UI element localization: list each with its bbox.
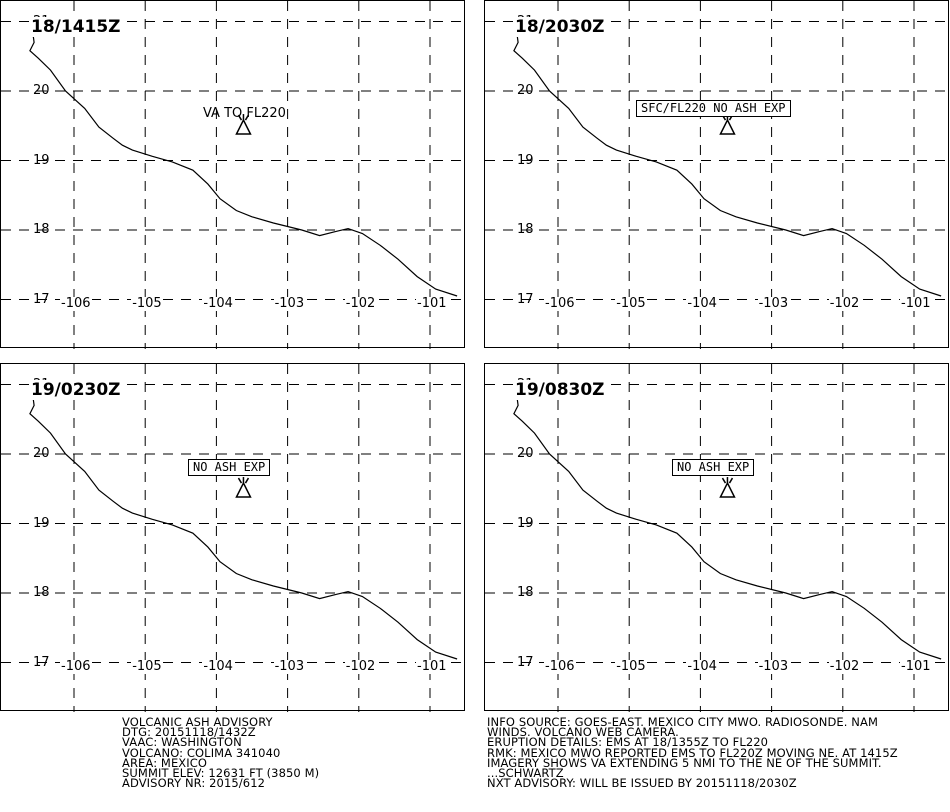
latitude-label: 18	[517, 222, 534, 237]
map-canvas	[1, 364, 466, 712]
latitude-label: 19	[33, 515, 50, 531]
panel-4: 2120191817-106-105-104-103-102-10119/083…	[484, 363, 950, 712]
advisory-line: NXT ADVISORY: WILL BE ISSUED BY 20151118…	[487, 776, 797, 791]
longitude-label: -106	[544, 296, 576, 311]
longitude-label: -102	[344, 296, 377, 311]
latitude-label: 19	[33, 152, 50, 168]
forecast-time-label: 18/2030Z	[513, 17, 607, 37]
advisory-line: IMAGERY SHOWS VA EXTENDING 5 NMI TO THE …	[487, 755, 882, 770]
longitude-label: -105	[131, 296, 163, 311]
advisory-line: AREA: MEXICO	[122, 755, 208, 770]
longitude-label: -101	[900, 296, 932, 311]
longitude-label: -101	[416, 659, 448, 674]
longitude-label: -106	[544, 659, 576, 674]
advisory-text-right: INFO SOURCE: GOES-EAST. MEXICO CITY MWO.…	[487, 715, 898, 791]
coastline	[513, 21, 942, 297]
panel-2: 2120191817-106-105-104-103-102-10118/203…	[484, 0, 950, 349]
longitude-label: -101	[416, 296, 448, 311]
longitude-label: -105	[615, 296, 647, 311]
ash-forecast-label: VA TO FL220	[203, 106, 286, 121]
coastline	[29, 384, 458, 660]
advisory-line: ADVISORY NR: 2015/612	[122, 776, 266, 791]
longitude-label: -106	[60, 296, 92, 311]
advisory-line: VOLCANO: COLIMA 341040	[122, 745, 281, 760]
advisory-text-left: VOLCANIC ASH ADVISORY DTG: 20151118/1432Z…	[122, 715, 320, 791]
longitude-label: -105	[131, 659, 163, 674]
advisory-line: ERUPTION DETAILS: EMS AT 18/1355Z TO FL2…	[487, 735, 769, 750]
latitude-label: 18	[33, 222, 50, 237]
longitude-label: -102	[828, 296, 861, 311]
latitude-label: 20	[517, 83, 534, 98]
longitude-label: -103	[757, 659, 790, 674]
latitude-label: 19	[517, 152, 534, 168]
volcano-icon	[719, 477, 736, 498]
longitude-label: -104	[202, 659, 234, 674]
longitude-label: -101	[900, 659, 932, 674]
panel-3: 2120191817-106-105-104-103-102-10119/023…	[0, 363, 466, 712]
latitude-label: 20	[517, 446, 534, 461]
advisory-line: VAAC: WASHINGTON	[122, 735, 242, 750]
panel-1: 2120191817-106-105-104-103-102-10118/141…	[0, 0, 466, 349]
ash-forecast-label: NO ASH EXP	[672, 459, 755, 476]
longitude-label: -103	[273, 296, 306, 311]
longitude-label: -104	[686, 659, 718, 674]
coastline	[513, 384, 942, 660]
advisory-line: RMK: MEXICO MWO REPORTED EMS TO FL220Z M…	[487, 745, 898, 760]
latitude-label: 20	[33, 83, 50, 98]
latitude-label: 17	[517, 654, 534, 670]
ash-forecast-label: NO ASH EXP	[188, 459, 271, 476]
forecast-time-label: 19/0830Z	[513, 380, 607, 400]
latitude-label: 17	[517, 291, 534, 307]
forecast-time-label: 19/0230Z	[29, 380, 123, 400]
volcano-icon	[719, 114, 736, 135]
forecast-time-label: 18/1415Z	[29, 17, 123, 37]
advisory-line: VOLCANIC ASH ADVISORY	[122, 715, 273, 729]
longitude-label: -104	[686, 296, 718, 311]
ash-forecast-label: SFC/FL220 NO ASH EXP	[636, 100, 791, 117]
latitude-label: 17	[33, 291, 50, 307]
longitude-label: -103	[273, 659, 306, 674]
advisory-line: DTG: 20151118/1432Z	[122, 725, 256, 740]
longitude-label: -105	[615, 659, 647, 674]
longitude-label: -104	[202, 296, 234, 311]
longitude-label: -102	[828, 659, 861, 674]
latitude-label: 19	[517, 515, 534, 531]
latitude-label: 20	[33, 446, 50, 461]
longitude-label: -103	[757, 296, 790, 311]
volcano-icon	[235, 477, 252, 498]
advisory-line: INFO SOURCE: GOES-EAST. MEXICO CITY MWO.…	[487, 715, 878, 729]
advisory-line: ...SCHWARTZ	[487, 765, 564, 780]
latitude-label: 18	[517, 585, 534, 600]
volcano-icon	[235, 114, 252, 135]
coastline	[29, 21, 458, 297]
longitude-label: -102	[344, 659, 377, 674]
latitude-label: 18	[33, 585, 50, 600]
longitude-label: -106	[60, 659, 92, 674]
latitude-label: 17	[33, 654, 50, 670]
advisory-line: WINDS. VOLCANO WEB CAMERA.	[487, 725, 679, 740]
advisory-line: SUMMIT ELEV: 12631 FT (3850 M)	[122, 765, 320, 780]
